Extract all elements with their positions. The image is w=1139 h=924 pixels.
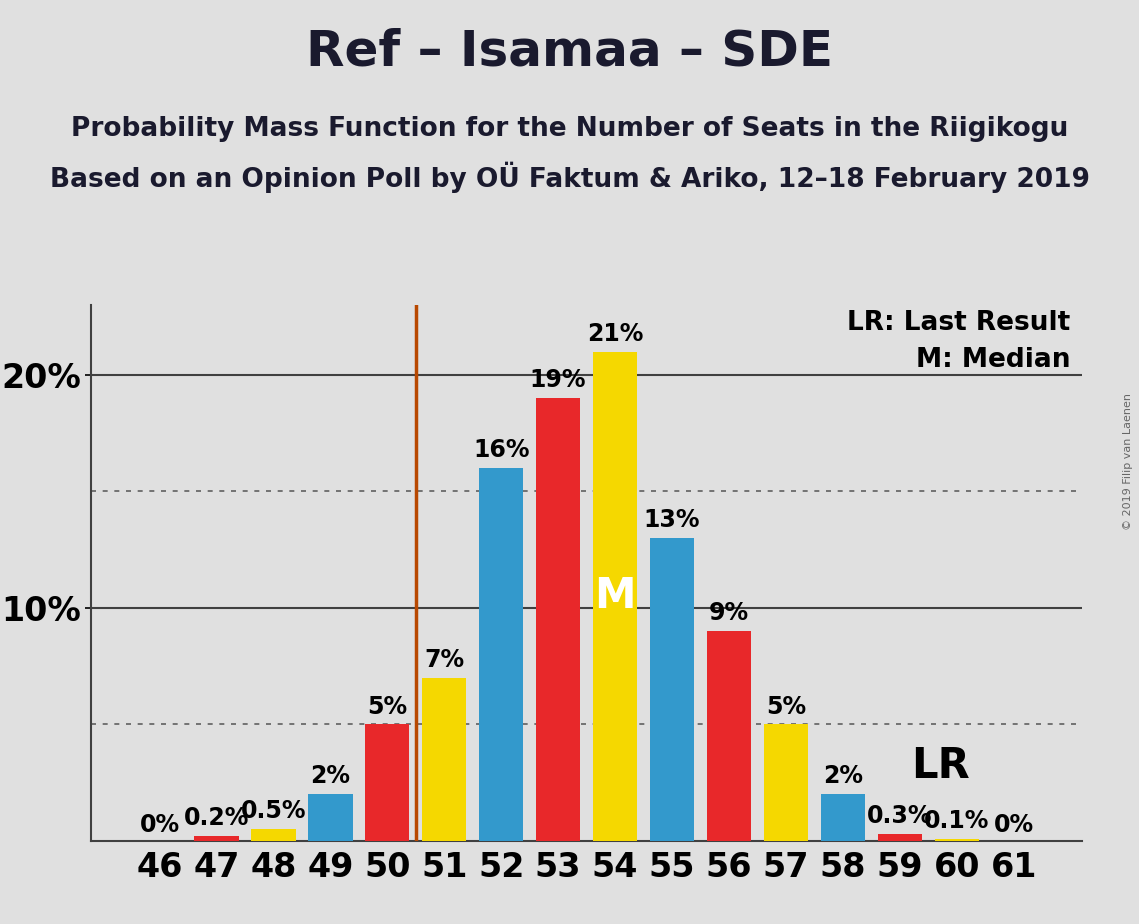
Text: © 2019 Filip van Laenen: © 2019 Filip van Laenen: [1123, 394, 1133, 530]
Text: 0.5%: 0.5%: [240, 799, 306, 823]
Text: LR: LR: [911, 746, 970, 787]
Text: 0.2%: 0.2%: [183, 807, 249, 831]
Text: 7%: 7%: [424, 648, 465, 672]
Bar: [592, 351, 637, 841]
Text: LR: Last Result: LR: Last Result: [847, 310, 1071, 335]
Text: 5%: 5%: [765, 695, 806, 719]
Bar: [251, 829, 296, 841]
Text: 0%: 0%: [139, 813, 180, 837]
Bar: [421, 677, 467, 841]
Text: M: Median: M: Median: [916, 346, 1071, 373]
Text: Ref – Isamaa – SDE: Ref – Isamaa – SDE: [306, 28, 833, 76]
Text: 9%: 9%: [708, 602, 749, 626]
Text: M: M: [595, 575, 636, 617]
Bar: [649, 538, 694, 841]
Text: 0%: 0%: [993, 813, 1034, 837]
Text: 21%: 21%: [587, 322, 644, 346]
Text: 19%: 19%: [530, 369, 587, 393]
Bar: [535, 398, 580, 841]
Bar: [364, 724, 409, 841]
Bar: [308, 795, 352, 841]
Text: 2%: 2%: [310, 764, 351, 788]
Bar: [478, 468, 523, 841]
Bar: [820, 795, 865, 841]
Text: 0.1%: 0.1%: [924, 808, 990, 833]
Text: 2%: 2%: [822, 764, 863, 788]
Bar: [877, 833, 921, 841]
Text: 5%: 5%: [367, 695, 408, 719]
Text: 13%: 13%: [644, 508, 700, 532]
Bar: [934, 838, 978, 841]
Bar: [194, 836, 238, 841]
Text: 16%: 16%: [473, 438, 530, 462]
Bar: [706, 631, 752, 841]
Text: Based on an Opinion Poll by OÜ Faktum & Ariko, 12–18 February 2019: Based on an Opinion Poll by OÜ Faktum & …: [49, 162, 1090, 193]
Bar: [763, 724, 808, 841]
Text: 0.3%: 0.3%: [867, 804, 933, 828]
Text: Probability Mass Function for the Number of Seats in the Riigikogu: Probability Mass Function for the Number…: [71, 116, 1068, 141]
